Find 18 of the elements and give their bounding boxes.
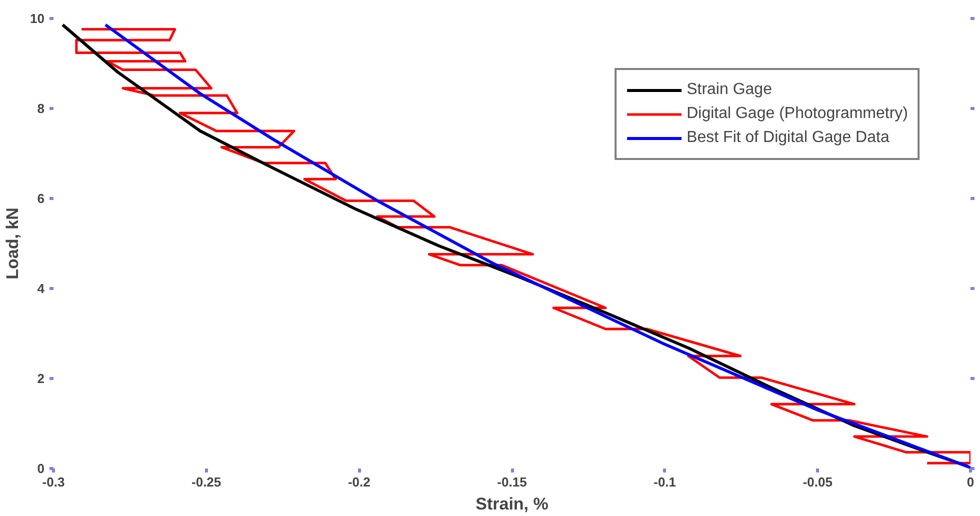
x-tick-label: -0.1 — [654, 474, 676, 490]
y-tick-label: 6 — [37, 191, 45, 206]
x-tick-label: -0.05 — [802, 474, 832, 490]
y-tick-label: 4 — [37, 281, 46, 296]
y-tick-label: 2 — [37, 371, 45, 386]
x-tick-label: -0.3 — [42, 474, 65, 490]
y-axis-title: Load, kN — [3, 208, 22, 280]
y-tick-label: 0 — [37, 461, 45, 476]
x-axis-title: Strain, % — [476, 494, 548, 514]
x-tick-label: -0.15 — [497, 474, 527, 490]
legend-label: Strain Gage — [686, 81, 772, 99]
x-tick-label: -0.25 — [192, 474, 222, 490]
y-tick-label: 10 — [30, 11, 45, 26]
y-tick-label: 8 — [37, 101, 45, 116]
x-tick-label: -0.2 — [348, 474, 370, 490]
x-tick-label: 0 — [966, 474, 974, 490]
legend-label: Best Fit of Digital Gage Data — [686, 129, 890, 147]
legend-label: Digital Gage (Photogrammetry) — [686, 105, 908, 123]
